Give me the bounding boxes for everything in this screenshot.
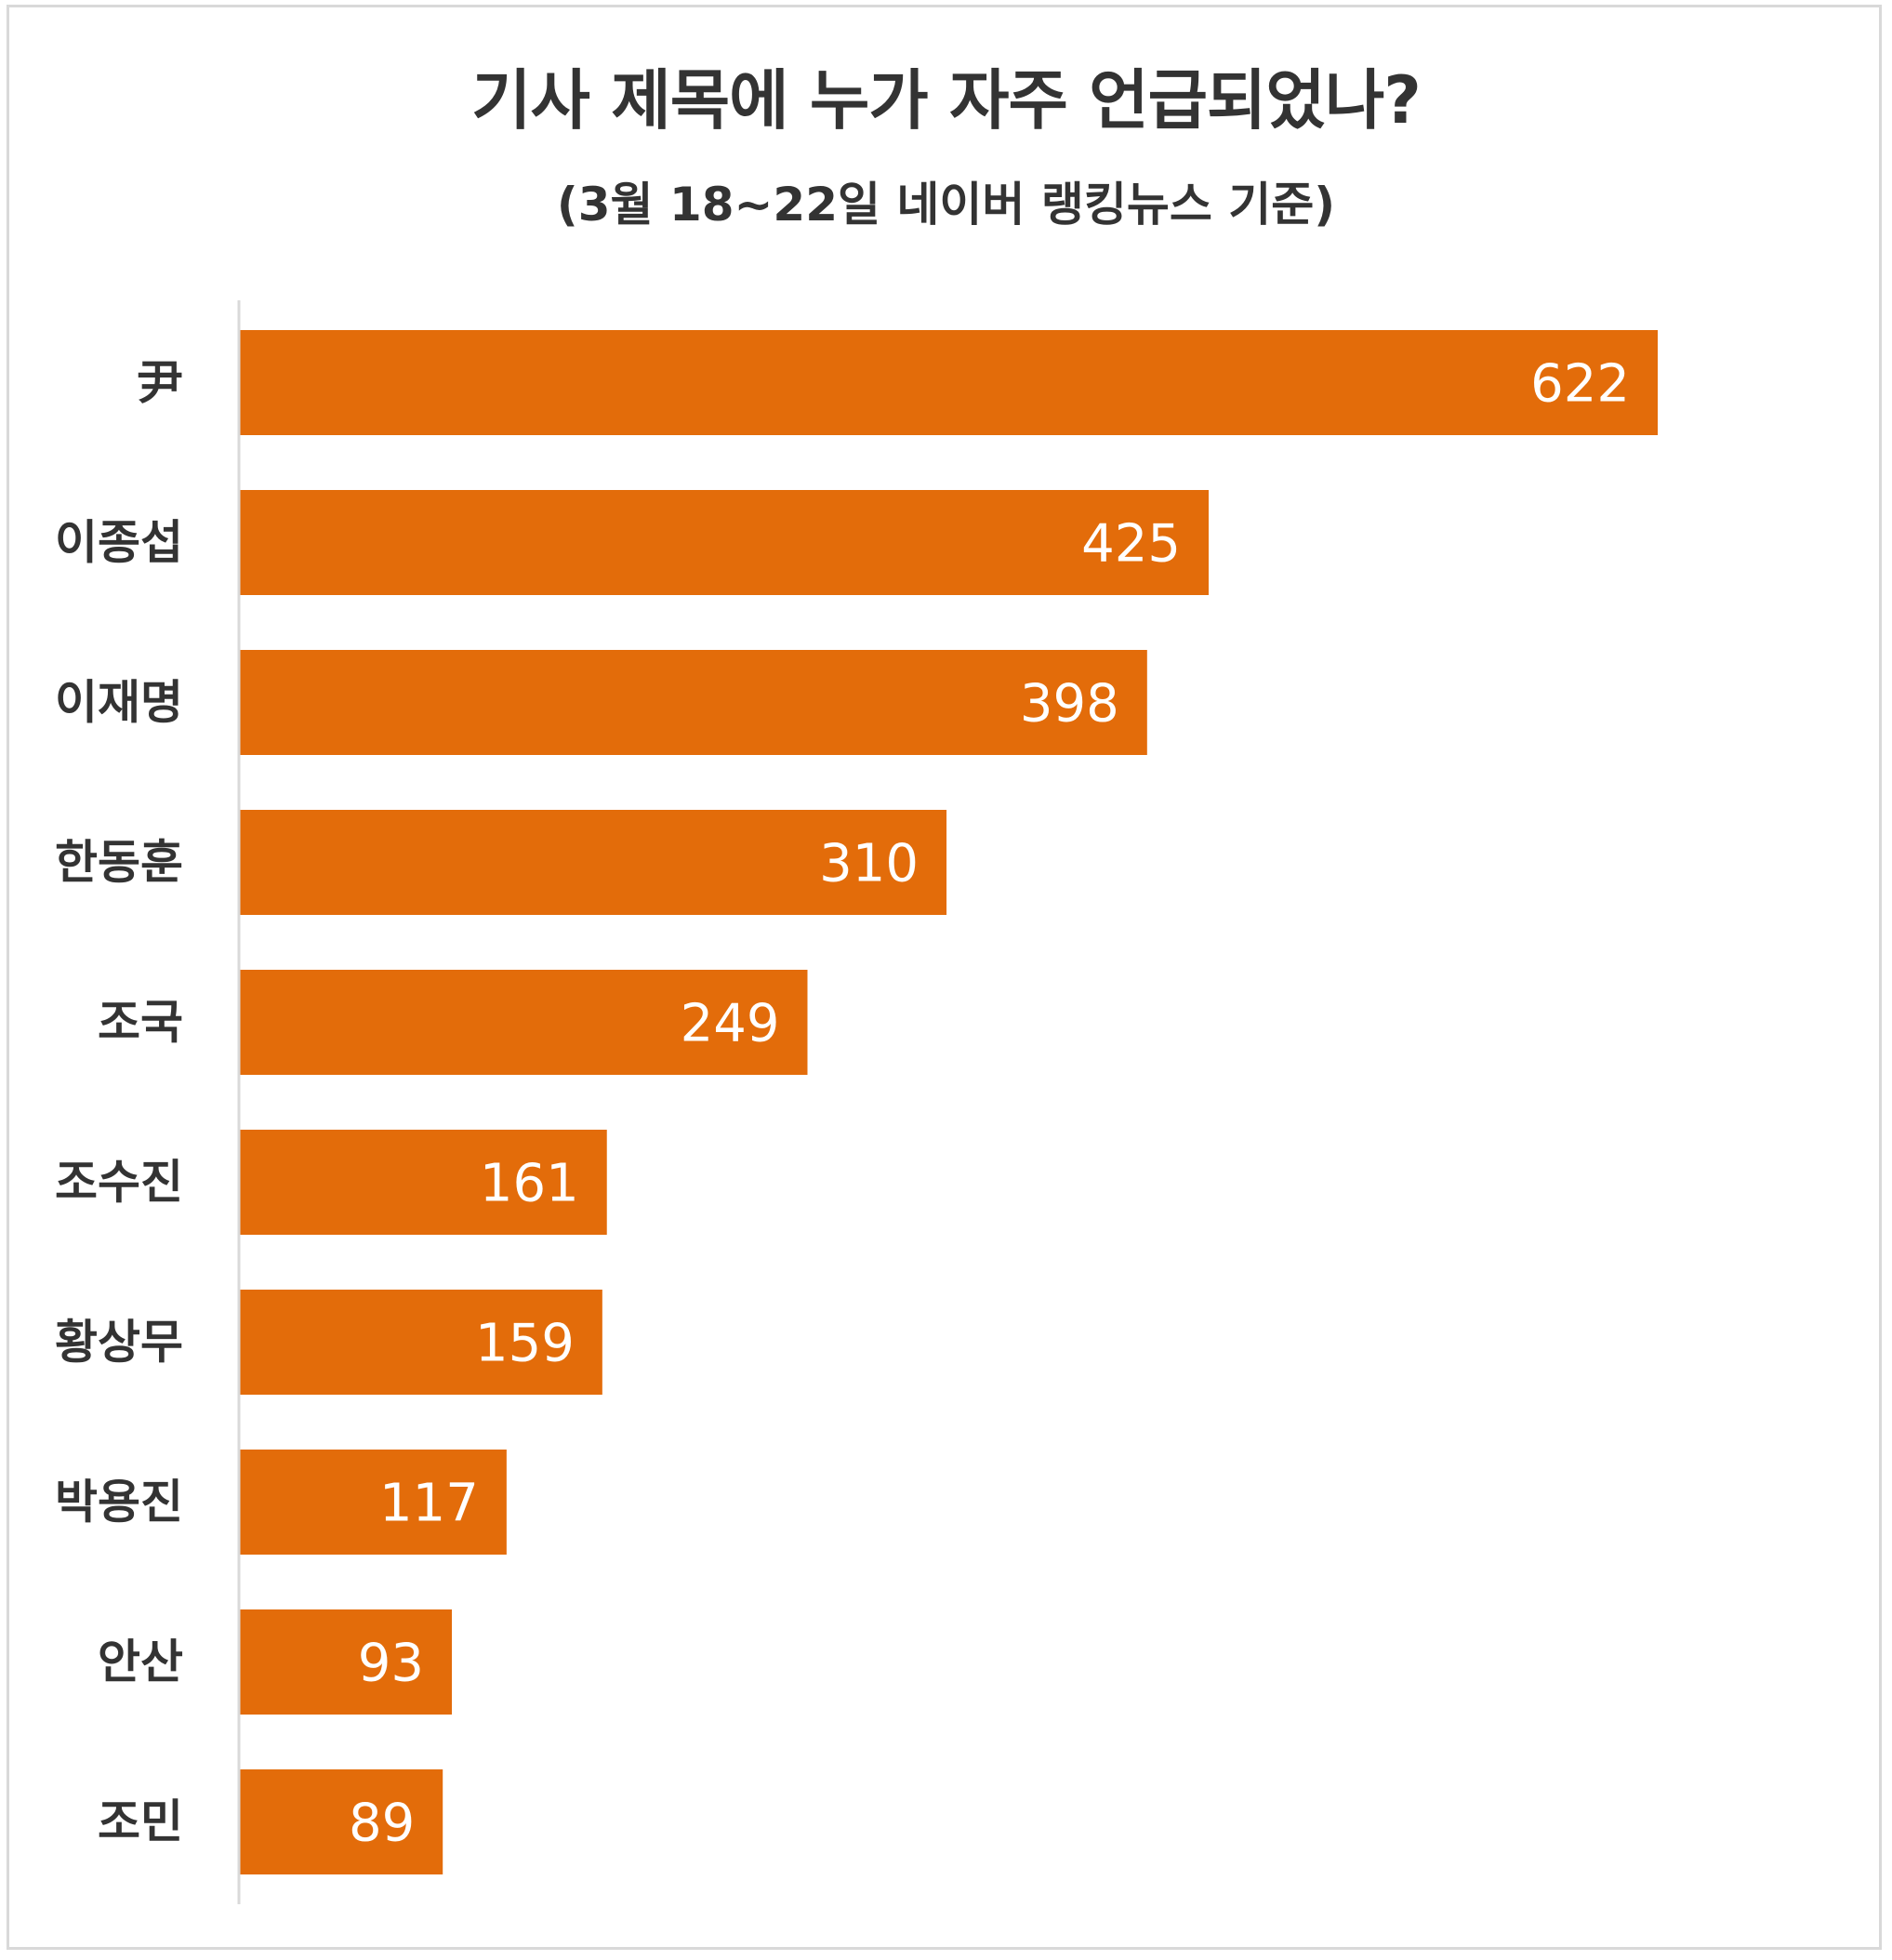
bar-2	[240, 650, 1147, 755]
bar-3	[240, 810, 947, 915]
value-label-2: 398	[1020, 674, 1119, 735]
bar-4	[240, 970, 808, 1075]
bars-layer: 622 尹 425 이종섭 398 이재명 310 한동훈 249 조국 161 조수진 159 황상무 1…	[55, 330, 1658, 1874]
value-label-3: 310	[819, 834, 919, 894]
value-label-6: 159	[475, 1314, 575, 1374]
bar-6	[240, 1290, 602, 1395]
bar-1	[240, 490, 1210, 595]
category-label-7: 박용진	[55, 1476, 183, 1530]
chart-title: 기사 제목에 누가 자주 언급되었나?	[471, 62, 1422, 139]
bar-5	[240, 1130, 607, 1235]
category-label-4: 조국	[98, 996, 183, 1050]
category-label-9: 조민	[98, 1795, 183, 1849]
category-label-8: 안산	[98, 1636, 183, 1689]
category-label-0: 尹	[137, 356, 183, 410]
bar-7	[240, 1450, 507, 1555]
value-label-9: 89	[349, 1794, 415, 1854]
bar-9	[240, 1769, 443, 1874]
chart-subtitle: (3월 18~22일 네이버 랭킹뉴스 기준)	[556, 178, 1336, 232]
value-label-0: 622	[1530, 354, 1630, 415]
value-label-7: 117	[379, 1474, 479, 1534]
category-label-3: 한동훈	[55, 836, 183, 890]
value-label-8: 93	[358, 1634, 424, 1694]
category-label-6: 황상무	[55, 1316, 183, 1370]
value-label-5: 161	[480, 1154, 579, 1214]
value-label-1: 425	[1081, 514, 1181, 575]
bar-0	[240, 330, 1658, 435]
category-label-2: 이재명	[55, 676, 183, 730]
category-label-5: 조수진	[55, 1156, 183, 1210]
category-label-1: 이종섭	[55, 516, 183, 570]
value-label-4: 249	[681, 994, 780, 1054]
bar-8	[240, 1609, 453, 1715]
